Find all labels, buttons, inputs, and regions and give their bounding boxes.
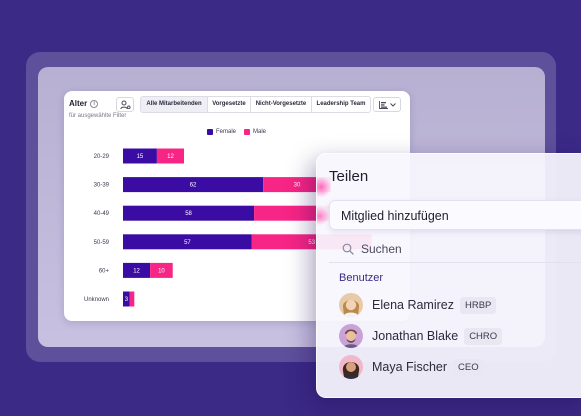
share-title: Teilen — [329, 168, 369, 185]
card-header: Alter i für ausgewählte Filter — [69, 99, 126, 119]
chevron-down-icon — [389, 102, 396, 107]
bar-female-30-39[interactable] — [123, 177, 264, 193]
user-settings-icon — [119, 100, 131, 109]
data-label-male-30-39: 30 — [294, 183, 301, 189]
role-badge: CEO — [453, 358, 484, 376]
add-member-label: Mitglied hinzufügen — [341, 209, 449, 223]
data-label-male-20-29: 12 — [167, 154, 174, 160]
user-search — [329, 235, 581, 263]
data-label-female-20-29: 15 — [137, 154, 144, 160]
card-title: Alter — [69, 99, 88, 108]
add-member-button[interactable]: Mitglied hinzufügen — [329, 200, 581, 230]
legend-item-female: Female — [207, 129, 236, 135]
bar-female-50-59[interactable] — [123, 234, 252, 250]
avatar — [339, 355, 363, 379]
tab-all-employees[interactable]: Alle Mitarbeitenden — [141, 97, 208, 112]
avatar — [339, 293, 363, 317]
data-label-male-50-59: 53 — [308, 240, 315, 246]
chart-legend: Female Male — [207, 129, 266, 135]
bar-male-unknown[interactable] — [129, 291, 135, 307]
legend-swatch-female — [207, 129, 213, 135]
data-label-female-50-59: 57 — [184, 240, 191, 246]
search-input[interactable] — [361, 239, 561, 259]
category-label-50-59: 50-59 — [94, 240, 110, 246]
employee-group-tabs: Alle Mitarbeitenden Vorgesetzte Nicht-Vo… — [140, 96, 371, 113]
category-label-30-39: 30-39 — [94, 183, 110, 189]
legend-item-male: Male — [244, 129, 266, 135]
bar-chart-icon — [378, 100, 388, 109]
user-name: Maya Fischer — [372, 360, 448, 374]
users-section-label: Benutzer — [339, 272, 384, 284]
tab-non-managers[interactable]: Nicht-Vorgesetzte — [251, 97, 312, 112]
data-label-male-60: 10 — [158, 268, 165, 274]
bar-male-30-39[interactable] — [263, 177, 331, 193]
user-row-elena-ramirez[interactable]: Elena Ramirez HRBP — [339, 292, 497, 318]
bar-male-60[interactable] — [150, 262, 173, 278]
info-icon[interactable]: i — [90, 99, 99, 108]
data-label-female-40-49: 58 — [185, 211, 192, 217]
user-row-maya-fischer[interactable]: Maya Fischer CEO — [339, 354, 484, 380]
search-icon — [342, 243, 354, 255]
category-label-20-29: 20-29 — [94, 154, 110, 160]
card-subtitle: für ausgewählte Filter — [69, 113, 127, 119]
share-panel: Teilen Mitglied hinzufügen Benutzer Elen… — [316, 153, 581, 398]
bar-male-20-29[interactable] — [156, 148, 185, 164]
legend-swatch-male — [244, 129, 251, 135]
highlight-glow — [317, 206, 329, 226]
role-badge: HRBP — [459, 296, 497, 314]
category-label-40-49: 40-49 — [94, 211, 110, 217]
user-row-jonathan-blake[interactable]: Jonathan Blake CHRO — [339, 323, 503, 349]
category-label-unknown: Unknown — [84, 297, 109, 303]
bar-female-40-49[interactable] — [123, 205, 255, 221]
bar-female-20-29[interactable] — [123, 148, 157, 164]
data-label-female-60: 12 — [133, 268, 140, 274]
category-label-60: 60+ — [99, 268, 110, 274]
tab-leadership-team[interactable]: Leadership Team — [316, 101, 366, 107]
data-label-female-unknown: 3 — [125, 297, 129, 303]
highlight-glow — [317, 176, 331, 198]
role-badge: CHRO — [464, 327, 503, 345]
bar-female-unknown[interactable] — [123, 291, 130, 307]
avatar — [339, 324, 363, 348]
data-label-female-30-39: 62 — [190, 183, 197, 189]
user-name: Elena Ramirez — [372, 298, 454, 312]
people-filter-button[interactable] — [116, 97, 134, 112]
user-name: Jonathan Blake — [372, 329, 459, 343]
bar-female-60[interactable] — [123, 262, 151, 278]
chart-type-dropdown[interactable] — [373, 97, 401, 112]
tab-managers[interactable]: Vorgesetzte — [208, 97, 251, 112]
